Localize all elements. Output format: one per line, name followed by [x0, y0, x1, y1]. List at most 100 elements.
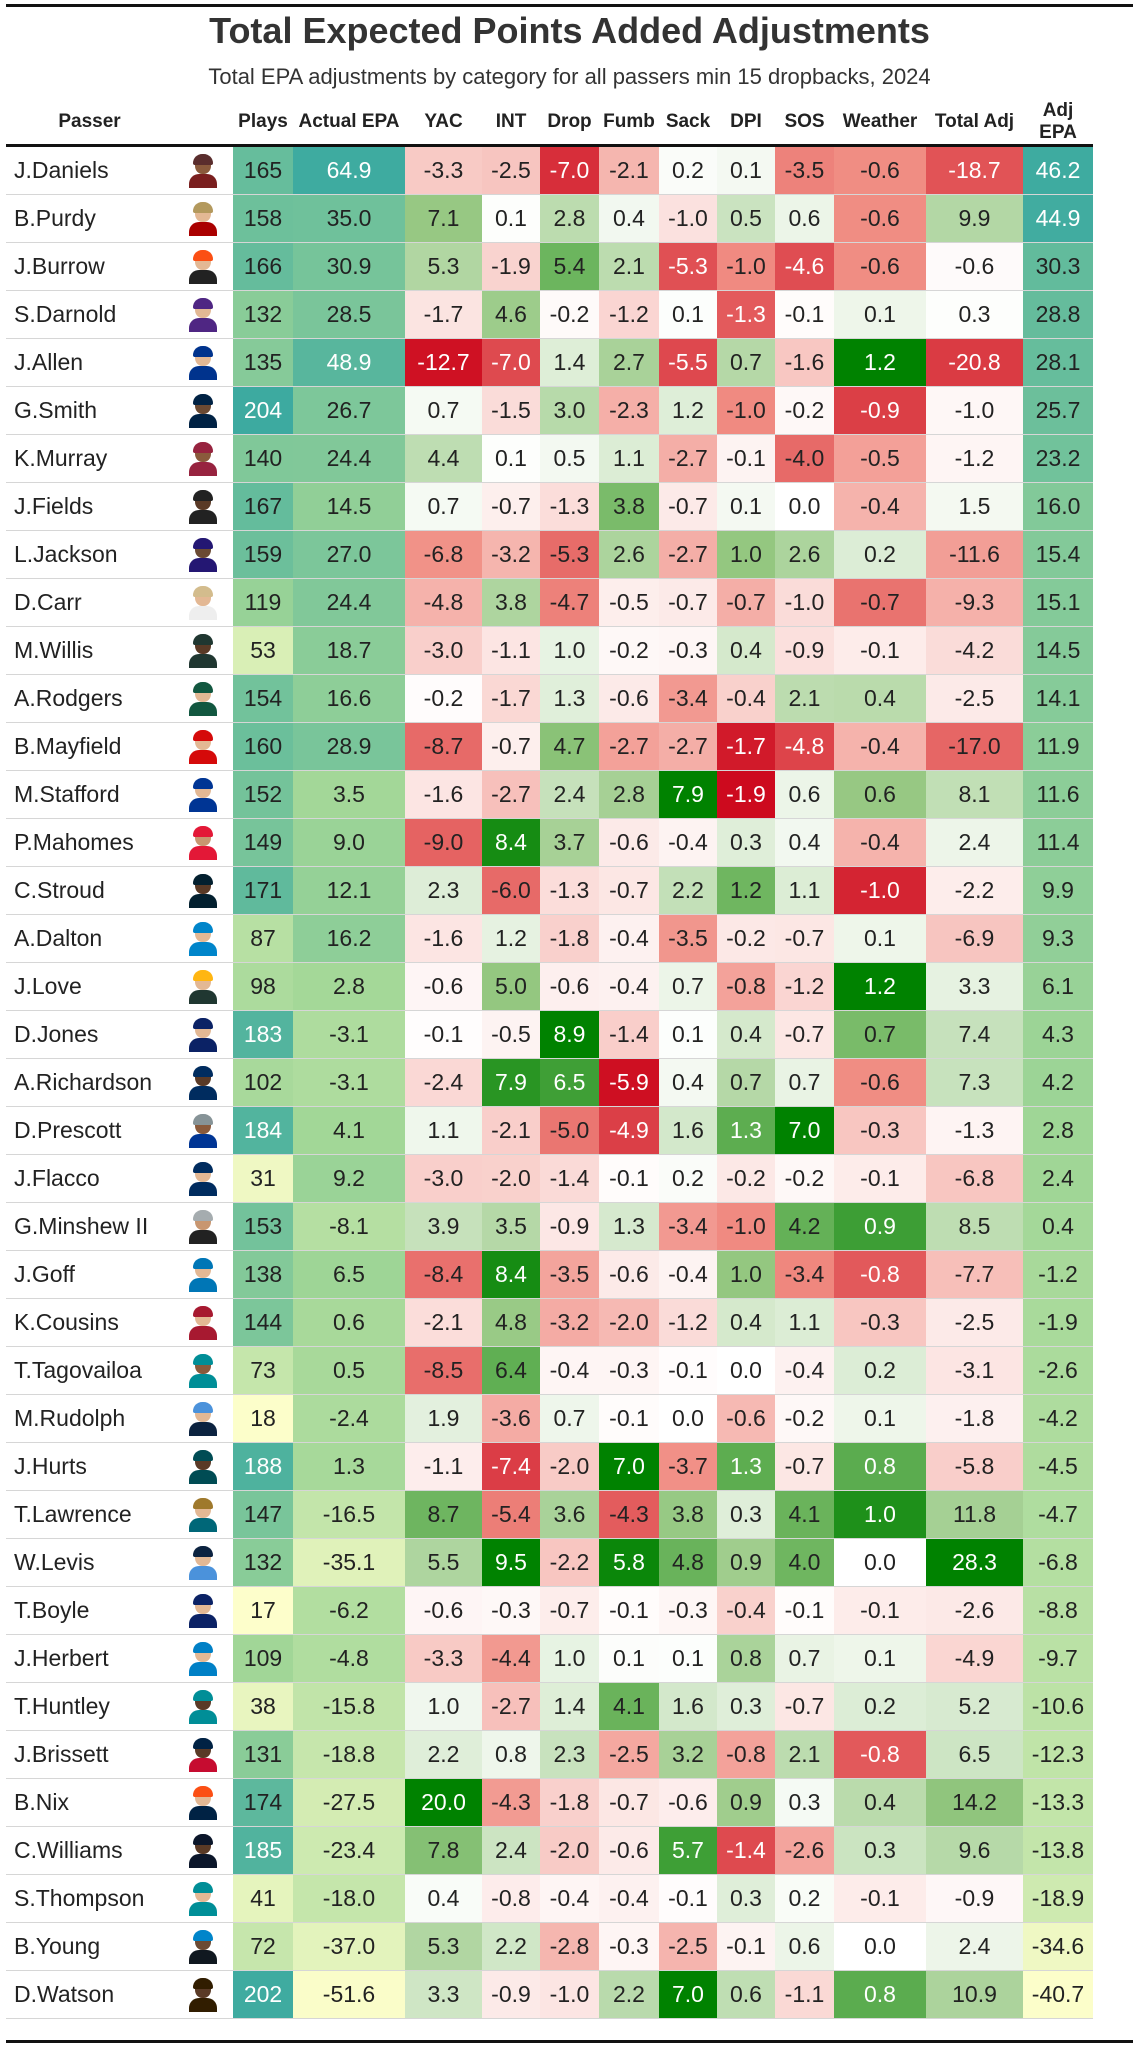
cell-fumb: -0.1 [599, 1394, 659, 1443]
cell-sack: -0.7 [659, 482, 717, 531]
passer-name: D.Prescott [6, 1106, 173, 1155]
cell-dpi: -0.2 [717, 1154, 775, 1203]
cell-sos: -0.2 [775, 386, 834, 435]
cell-drop: -0.9 [540, 1202, 599, 1251]
cell-int: 2.2 [482, 1922, 540, 1971]
cell-adj-epa: -4.2 [1023, 1394, 1093, 1443]
cell-sos: -0.7 [775, 1010, 834, 1059]
cell-fumb: 7.0 [599, 1442, 659, 1491]
cell-actual-epa: 64.9 [293, 145, 405, 195]
cell-dpi: -1.0 [717, 1202, 775, 1251]
cell-adj-epa: -1.2 [1023, 1250, 1093, 1299]
col-header-plays: Plays [233, 100, 293, 147]
player-headshot-cell [173, 1058, 233, 1107]
passer-name: J.Allen [6, 338, 173, 387]
cell-yac: 1.9 [405, 1394, 482, 1443]
cell-sack: -3.4 [659, 674, 717, 723]
cell-adj-epa: 2.4 [1023, 1154, 1093, 1203]
cell-adj-epa: -34.6 [1023, 1922, 1093, 1971]
cell-sack: -0.7 [659, 578, 717, 627]
cell-fumb: -0.4 [599, 962, 659, 1011]
cell-sack: -0.3 [659, 1586, 717, 1635]
cell-fumb: 2.8 [599, 770, 659, 819]
cell-weather: 0.1 [834, 1394, 926, 1443]
cell-sos: -0.7 [775, 914, 834, 963]
cell-total-adj: -1.0 [926, 386, 1023, 435]
player-headshot-cell [173, 1970, 233, 2019]
cell-plays: 184 [233, 1106, 293, 1155]
cell-sack: 0.1 [659, 1010, 717, 1059]
cell-yac: -8.5 [405, 1346, 482, 1395]
cell-actual-epa: 9.2 [293, 1154, 405, 1203]
cell-plays: 73 [233, 1346, 293, 1395]
table-row: J.Herbert 109 -4.8 -3.3 -4.4 1.0 0.1 0.1 0.8 0.7 0… [6, 1634, 1093, 1683]
cell-dpi: 0.3 [717, 1682, 775, 1731]
cell-plays: 174 [233, 1778, 293, 1827]
cell-drop: 2.8 [540, 194, 599, 243]
cell-sack: 7.9 [659, 770, 717, 819]
cell-sack: -0.3 [659, 626, 717, 675]
passer-name: M.Rudolph [6, 1394, 173, 1443]
cell-weather: 0.4 [834, 674, 926, 723]
cell-fumb: -5.9 [599, 1058, 659, 1107]
cell-total-adj: 28.3 [926, 1538, 1023, 1587]
cell-adj-epa: 11.6 [1023, 770, 1093, 819]
cell-fumb: -0.1 [599, 1586, 659, 1635]
table-row: B.Mayfield 160 28.9 -8.7 -0.7 4.7 -2.7 -2.7 -1.7… [6, 722, 1093, 771]
cell-total-adj: -0.6 [926, 242, 1023, 291]
passer-name: J.Love [6, 962, 173, 1011]
cell-sack: 1.2 [659, 386, 717, 435]
cell-plays: 87 [233, 914, 293, 963]
cell-yac: -6.8 [405, 530, 482, 579]
cell-fumb: -0.4 [599, 1874, 659, 1923]
col-header-adj-epa: Adj EPA [1023, 100, 1093, 147]
col-header-passer: Passer [6, 100, 173, 147]
cell-int: -2.1 [482, 1106, 540, 1155]
cell-total-adj: -2.5 [926, 1298, 1023, 1347]
cell-actual-epa: -15.8 [293, 1682, 405, 1731]
cell-fumb: -4.9 [599, 1106, 659, 1155]
cell-adj-epa: 16.0 [1023, 482, 1093, 531]
cell-total-adj: -1.2 [926, 434, 1023, 483]
cell-int: -5.4 [482, 1490, 540, 1539]
cell-sack: 0.2 [659, 1154, 717, 1203]
cell-actual-epa: -3.1 [293, 1010, 405, 1059]
player-headshot-cell [173, 866, 233, 915]
cell-total-adj: 9.6 [926, 1826, 1023, 1875]
cell-sos: -1.1 [775, 1970, 834, 2019]
cell-drop: 2.3 [540, 1730, 599, 1779]
cell-weather: -0.3 [834, 1298, 926, 1347]
cell-adj-epa: -1.9 [1023, 1298, 1093, 1347]
cell-sos: -4.0 [775, 434, 834, 483]
cell-weather: -0.9 [834, 386, 926, 435]
cell-fumb: 2.6 [599, 530, 659, 579]
cell-adj-epa: 28.1 [1023, 338, 1093, 387]
cell-yac: -3.3 [405, 145, 482, 195]
cell-sos: -1.2 [775, 962, 834, 1011]
cell-sack: 0.1 [659, 290, 717, 339]
player-headshot-cell [173, 194, 233, 243]
player-headshot-cell [173, 1682, 233, 1731]
player-headshot-cell [173, 242, 233, 291]
player-headshot-icon [188, 1209, 218, 1244]
cell-dpi: 0.1 [717, 145, 775, 195]
cell-actual-epa: 48.9 [293, 338, 405, 387]
cell-adj-epa: 25.7 [1023, 386, 1093, 435]
player-headshot-cell [173, 914, 233, 963]
cell-fumb: 4.1 [599, 1682, 659, 1731]
cell-drop: -1.3 [540, 482, 599, 531]
player-headshot-icon [188, 1833, 218, 1868]
cell-plays: 158 [233, 194, 293, 243]
cell-total-adj: -3.1 [926, 1346, 1023, 1395]
cell-yac: -1.7 [405, 290, 482, 339]
player-headshot-icon [188, 1785, 218, 1820]
cell-adj-epa: 4.2 [1023, 1058, 1093, 1107]
cell-weather: 0.0 [834, 1538, 926, 1587]
cell-int: 6.4 [482, 1346, 540, 1395]
cell-plays: 160 [233, 722, 293, 771]
cell-dpi: -0.6 [717, 1394, 775, 1443]
passer-name: J.Burrow [6, 242, 173, 291]
cell-sack: -2.7 [659, 722, 717, 771]
cell-int: -0.9 [482, 1970, 540, 2019]
player-headshot-cell [173, 1394, 233, 1443]
